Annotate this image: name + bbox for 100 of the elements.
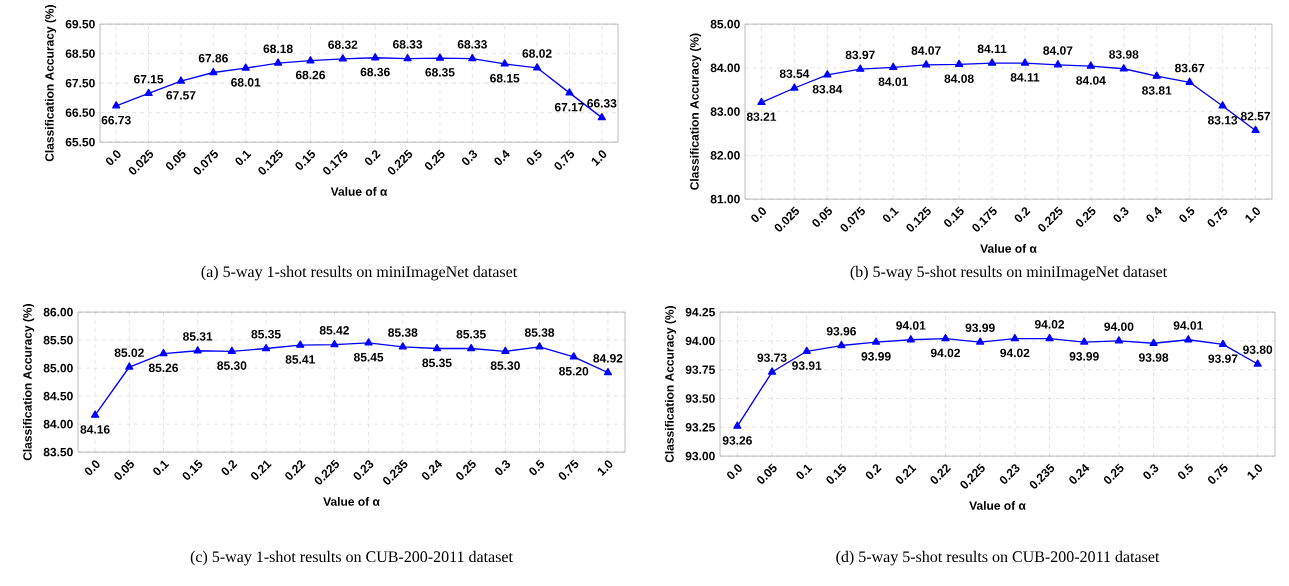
x-tick-label: 0.75 [554,149,575,170]
data-label: 68.36 [360,67,390,77]
x-tick-label: 0.24 [421,459,443,480]
x-tick-label: 0.3 [1113,207,1129,222]
data-label: 82.57 [1240,111,1271,121]
point [398,342,407,350]
data-label: 85.38 [524,328,555,337]
x-tick-label: 0.3 [462,150,478,165]
x-tick-label: 0.1 [153,460,170,475]
data-label: 85.30 [217,361,247,370]
data-label: 85.38 [388,328,418,337]
y-tick-label: 93.00 [685,451,715,461]
point [790,83,799,91]
point [823,70,832,78]
point [856,64,865,72]
x-tick-label: 0.22 [285,460,306,480]
data-label: 94.02 [930,348,960,358]
data-label: 85.35 [456,329,486,339]
point [757,97,766,106]
point [767,367,777,375]
point [159,348,168,357]
point [1149,338,1158,346]
point [330,339,339,348]
point [296,340,305,348]
y-tick-label: 93.50 [685,394,715,403]
point [435,53,445,61]
text: (d) 5-way 5-shot results on CUB-200-2011 dataset [836,550,1160,566]
point [112,101,121,109]
point [987,58,997,66]
point [1114,336,1124,344]
data-label: 94.02 [1000,348,1030,358]
point [403,53,412,62]
point [209,67,218,76]
data-label: 68.33 [392,40,423,49]
data-label: 85.26 [148,363,179,373]
point [125,362,134,370]
data-label: 68.01 [231,78,261,87]
data-label: 94.00 [1104,322,1134,331]
point [532,63,542,71]
x-tick-label: 0.3 [495,460,511,475]
point [1045,333,1054,342]
y-tick-label: 66.50 [65,108,95,117]
point [597,112,606,121]
point [90,410,100,418]
point [837,340,846,349]
y-tick-label: 93.25 [685,423,715,432]
data-label: 93.99 [965,323,995,332]
point [371,53,380,61]
point [273,58,283,66]
data-label: 84.07 [1043,46,1073,55]
point [432,343,442,352]
y-tick-label: 81.00 [710,194,740,204]
data-label: 93.80 [1243,345,1273,354]
point [338,54,347,62]
x-tick-label: 1.0 [1245,207,1260,223]
x-tick-label: 1.0 [597,460,613,476]
point [1185,77,1194,85]
data-label: 94.01 [896,321,926,330]
data-label: 85.35 [422,358,452,368]
data-label: 67.15 [134,74,164,84]
x-axis-title: Value of α [330,186,388,196]
data-label: 68.18 [263,44,293,53]
point [227,346,236,354]
y-tick-label: 85.00 [710,19,740,29]
data-label: 67.17 [554,102,584,112]
point [1119,64,1128,72]
data-label: 68.15 [490,73,520,83]
x-tick-label: 0.21 [895,464,917,484]
point [871,337,881,345]
y-tick-label: 84.00 [710,63,740,73]
y-tick-label: 83.00 [710,107,740,116]
x-tick-label: 0.1 [882,207,899,222]
x-axis-title: Value of α [980,243,1037,253]
data-label: 83.21 [746,112,777,121]
x-tick-label: 0.2 [364,150,381,165]
data-label: 84.08 [944,74,974,83]
point [1053,60,1063,68]
x-tick-label: 0.2 [221,460,238,475]
x-tick-label: 0.0 [105,150,121,165]
x-tick-label: 0.5 [1179,206,1195,222]
data-label: 68.02 [522,49,552,58]
y-tick-label: 69.50 [65,19,95,29]
y-tick-label: 86.00 [43,307,73,317]
data-label: 85.41 [285,355,315,364]
data-label: 83.54 [779,69,810,78]
text: (b) 5-way 5-shot results on miniImageNet dataset [850,265,1168,281]
data-label: 84.92 [593,354,623,363]
y-tick-label: 85.50 [43,335,73,345]
y-tick-label: 94.00 [685,336,715,346]
point [144,88,153,97]
y-tick-label: 93.75 [685,365,715,374]
text: (a) 5-way 1-shot results on miniImageNet dataset [201,265,518,281]
point [176,76,186,84]
point [468,53,477,62]
data-label: 84.16 [80,425,110,434]
x-tick-label: 0.5 [1177,463,1193,479]
data-label: 85.02 [114,348,144,357]
data-label: 84.11 [977,44,1007,53]
data-label: 93.26 [722,436,752,445]
x-tick-label: 1.0 [591,150,607,166]
